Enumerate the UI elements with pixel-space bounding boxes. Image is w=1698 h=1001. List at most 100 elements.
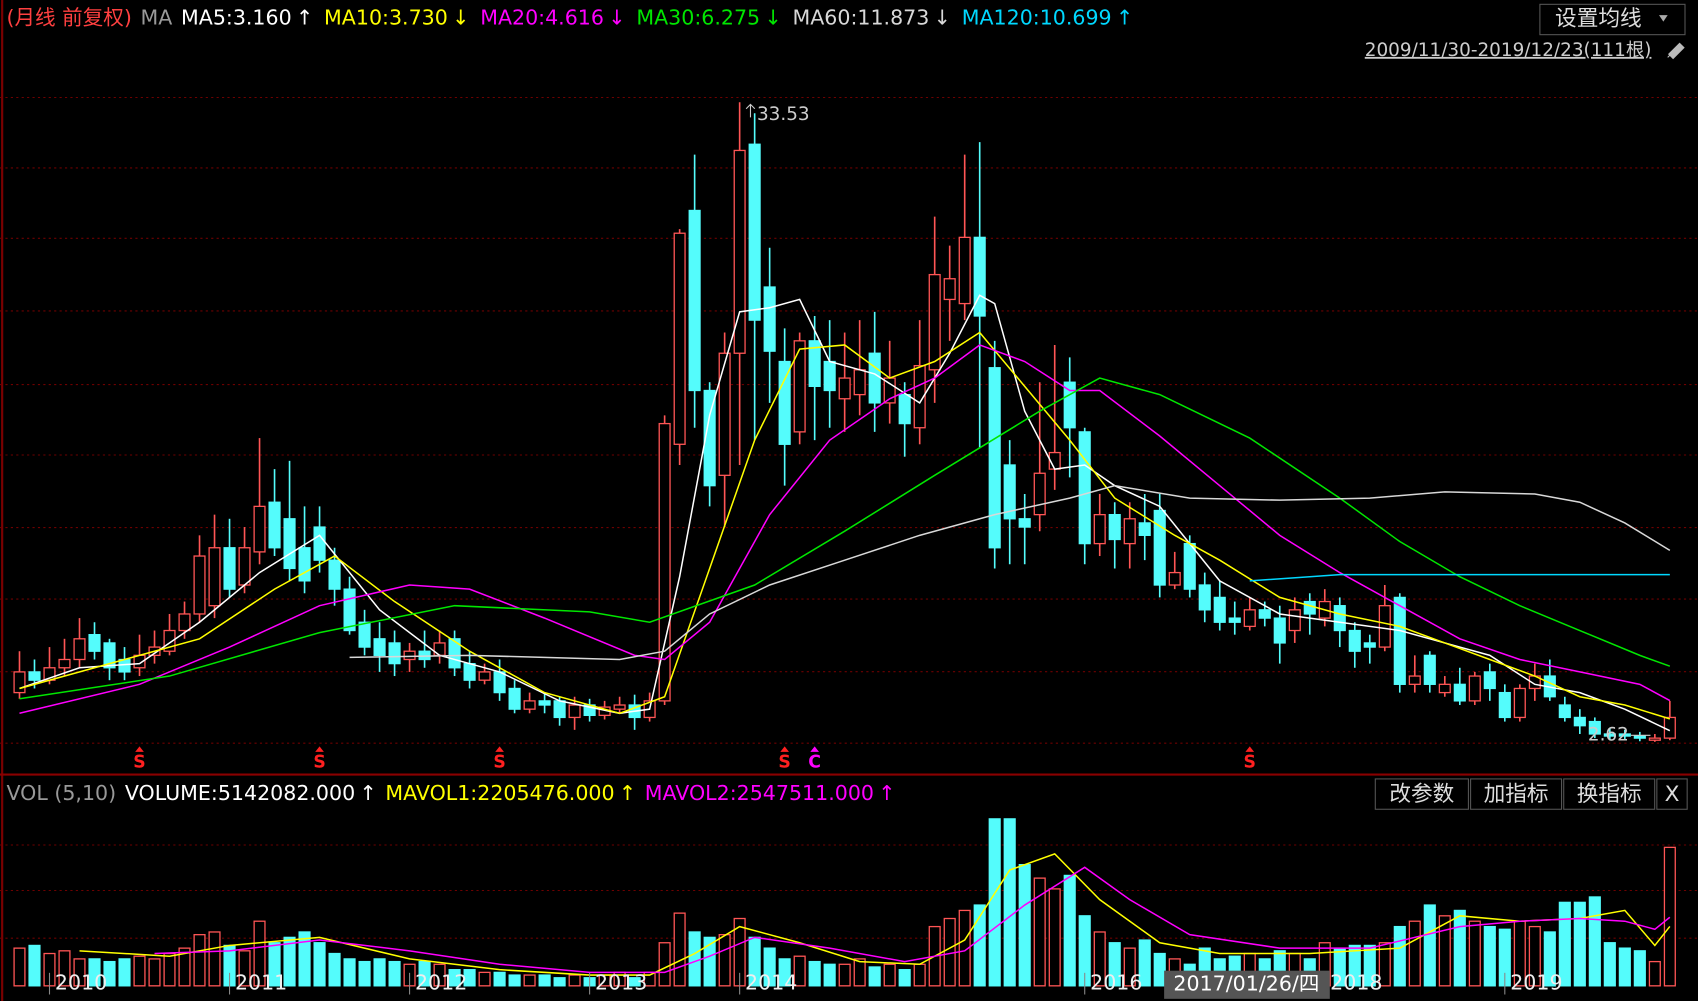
volume-bar: [1528, 925, 1541, 987]
button-label[interactable]: 换指标: [1577, 782, 1642, 807]
volume-bar: [988, 818, 1001, 987]
candle-body: [1558, 704, 1571, 719]
panel-button[interactable]: X: [1656, 778, 1688, 810]
candle-body: [1288, 609, 1301, 632]
ma-line: [349, 484, 1671, 661]
vol-header: VOL (5,10) VOLUME:5142082.000 ↑ MAVOL1:22054…: [6, 781, 895, 805]
set-ma-button[interactable]: 设置均线: [1539, 3, 1686, 36]
volume-bar: [1108, 942, 1121, 987]
volume-bar: [283, 936, 296, 987]
volume-bar: [958, 909, 971, 987]
x-tick-label: 2012: [415, 971, 467, 995]
volume-bar: [13, 947, 26, 987]
candle-body: [208, 547, 221, 607]
candle-body: [1213, 596, 1226, 623]
legend-arrow: ↑: [878, 781, 895, 805]
vol-title: VOL: [6, 781, 48, 805]
volume-bar: [433, 963, 446, 987]
ma-line: [19, 294, 1671, 732]
ma-line: [19, 377, 1671, 700]
candle-body: [703, 389, 716, 487]
pin-icon[interactable]: [1667, 42, 1685, 60]
legend-entry: MA60:11.873: [793, 5, 930, 29]
candle-body: [1033, 472, 1046, 516]
candle-body: [613, 704, 626, 710]
candle-body: [1243, 609, 1256, 628]
legend-arrow: ↓: [452, 5, 469, 29]
volume-bar: [823, 963, 836, 987]
button-label[interactable]: X: [1665, 782, 1680, 807]
high-label: 33.53: [757, 104, 810, 125]
signal-arrow: [810, 746, 819, 752]
volume-bar: [1048, 888, 1061, 987]
button-box[interactable]: [1470, 778, 1563, 810]
candle-body: [1393, 596, 1406, 685]
legend-arrow: ↓: [608, 5, 625, 29]
volume-bar: [793, 955, 806, 987]
button-box[interactable]: [1539, 3, 1686, 36]
candle-body: [493, 671, 506, 694]
dropdown-arrow[interactable]: [1659, 15, 1668, 22]
candle-body: [1003, 464, 1016, 520]
volume-bar: [388, 960, 401, 987]
volume-bar: [1648, 960, 1661, 987]
signal-label: S: [778, 753, 790, 773]
ma-lines: [19, 294, 1671, 732]
button-label[interactable]: 设置均线: [1555, 6, 1642, 31]
candle-body: [1018, 518, 1031, 528]
ma-line: [19, 344, 1671, 715]
legend-arrow: ↓: [764, 5, 781, 29]
candle-body: [253, 505, 266, 553]
candle-body: [1663, 716, 1676, 739]
x-tick-label: 2019: [1510, 971, 1562, 995]
candle-body: [1513, 687, 1526, 719]
candle-body: [778, 360, 791, 445]
candle-body: [1573, 716, 1586, 727]
candle-body: [403, 650, 416, 661]
volume-bar: [568, 974, 581, 987]
signal-arrow: [780, 746, 789, 752]
candle-body: [313, 526, 326, 561]
legend-entry: MA30:6.275: [636, 5, 760, 29]
panel-button[interactable]: 换指标: [1563, 778, 1656, 810]
candle-body: [763, 286, 776, 352]
volume-bar: [448, 969, 461, 987]
candle-body: [718, 352, 731, 476]
volume-bar: [1153, 952, 1166, 987]
x-tick-label: 2018: [1330, 971, 1382, 995]
candle-body: [733, 149, 746, 354]
candle-body: [898, 393, 911, 425]
candle-body: [1108, 513, 1121, 541]
signal-label: S: [493, 753, 505, 773]
candle-body: [658, 422, 671, 702]
volume-bar: [853, 958, 866, 987]
volume-bar: [328, 952, 341, 987]
volume-bar: [418, 960, 431, 987]
ma-line: [19, 331, 1671, 720]
volume-bar: [148, 958, 161, 987]
panel-button[interactable]: 加指标: [1470, 778, 1563, 810]
button-box[interactable]: [1656, 778, 1688, 810]
button-label[interactable]: 加指标: [1484, 782, 1549, 807]
candle-body: [283, 518, 296, 570]
button-box[interactable]: [1563, 778, 1656, 810]
panel-button[interactable]: 改参数: [1374, 778, 1469, 810]
x-tick-label: 2011: [235, 971, 287, 995]
candle-body: [1138, 522, 1151, 536]
candle-body: [1123, 518, 1136, 545]
candle-body: [13, 671, 26, 694]
candle-body: [943, 278, 956, 301]
volume-bar: [1543, 931, 1556, 987]
button-label[interactable]: 改参数: [1389, 782, 1454, 807]
ma-line: [154, 866, 1671, 974]
volume-bars: [13, 818, 1676, 987]
ma-line: [79, 853, 1671, 976]
candle-body: [1078, 431, 1091, 545]
volume-bar: [1093, 931, 1106, 987]
candle-body: [928, 273, 941, 371]
volume-bar: [478, 971, 491, 987]
button-box[interactable]: [1374, 778, 1469, 810]
candle-body: [103, 642, 116, 669]
volume-bar: [1138, 939, 1151, 987]
